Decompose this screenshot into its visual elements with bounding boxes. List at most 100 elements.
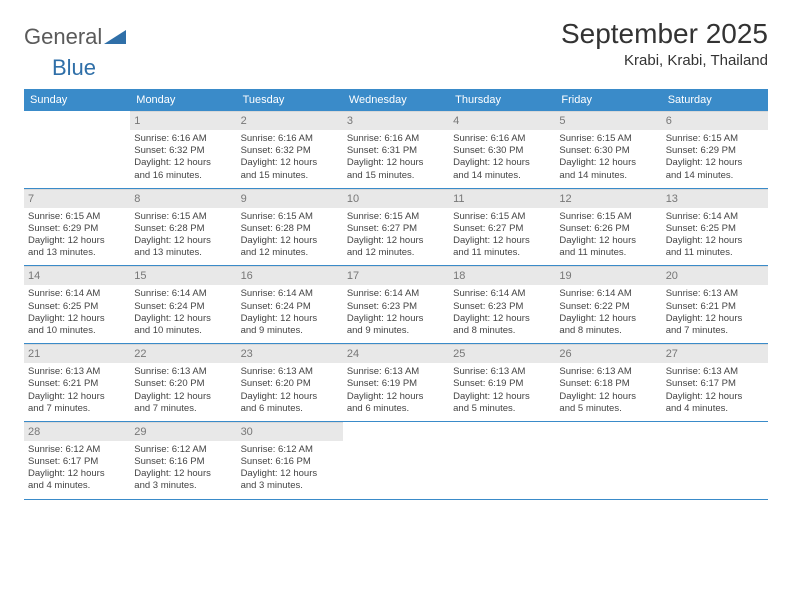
daylight-line2: and 14 minutes.: [453, 170, 551, 182]
day-cell: 13Sunrise: 6:14 AMSunset: 6:25 PMDayligh…: [662, 189, 768, 266]
day-number: 27: [662, 344, 768, 363]
sunset-text: Sunset: 6:32 PM: [134, 145, 232, 157]
sunrise-text: Sunrise: 6:16 AM: [453, 133, 551, 145]
dow-wednesday: Wednesday: [343, 89, 449, 111]
daylight-line2: and 9 minutes.: [241, 325, 339, 337]
day-number: 15: [130, 266, 236, 285]
daylight-line2: and 12 minutes.: [241, 247, 339, 259]
day-number: 16: [237, 266, 343, 285]
location-text: Krabi, Krabi, Thailand: [561, 52, 768, 69]
sunrise-text: Sunrise: 6:15 AM: [559, 211, 657, 223]
sunrise-text: Sunrise: 6:16 AM: [134, 133, 232, 145]
sunrise-text: Sunrise: 6:15 AM: [28, 211, 126, 223]
day-cell: 15Sunrise: 6:14 AMSunset: 6:24 PMDayligh…: [130, 266, 236, 343]
sunset-text: Sunset: 6:31 PM: [347, 145, 445, 157]
sunrise-text: Sunrise: 6:14 AM: [28, 288, 126, 300]
dow-saturday: Saturday: [662, 89, 768, 111]
day-cell: 4Sunrise: 6:16 AMSunset: 6:30 PMDaylight…: [449, 111, 555, 188]
day-cell: 26Sunrise: 6:13 AMSunset: 6:18 PMDayligh…: [555, 344, 661, 421]
daylight-line2: and 6 minutes.: [241, 403, 339, 415]
day-cell: 21Sunrise: 6:13 AMSunset: 6:21 PMDayligh…: [24, 344, 130, 421]
day-cell: 16Sunrise: 6:14 AMSunset: 6:24 PMDayligh…: [237, 266, 343, 343]
day-number: 29: [130, 422, 236, 441]
logo-triangle-icon: [104, 28, 126, 46]
sunrise-text: Sunrise: 6:16 AM: [241, 133, 339, 145]
sunrise-text: Sunrise: 6:14 AM: [666, 211, 764, 223]
sunset-text: Sunset: 6:19 PM: [347, 378, 445, 390]
day-cell: [343, 422, 449, 499]
daylight-line1: Daylight: 12 hours: [241, 157, 339, 169]
sunset-text: Sunset: 6:27 PM: [453, 223, 551, 235]
daylight-line2: and 4 minutes.: [666, 403, 764, 415]
day-number: 26: [555, 344, 661, 363]
sunrise-text: Sunrise: 6:14 AM: [347, 288, 445, 300]
day-cell: 20Sunrise: 6:13 AMSunset: 6:21 PMDayligh…: [662, 266, 768, 343]
sunrise-text: Sunrise: 6:13 AM: [28, 366, 126, 378]
sunrise-text: Sunrise: 6:13 AM: [666, 288, 764, 300]
sunset-text: Sunset: 6:17 PM: [28, 456, 126, 468]
sunset-text: Sunset: 6:16 PM: [241, 456, 339, 468]
sunset-text: Sunset: 6:23 PM: [453, 301, 551, 313]
day-number: 18: [449, 266, 555, 285]
daylight-line1: Daylight: 12 hours: [28, 235, 126, 247]
weeks-container: 1Sunrise: 6:16 AMSunset: 6:32 PMDaylight…: [24, 111, 768, 500]
daylight-line1: Daylight: 12 hours: [347, 391, 445, 403]
daylight-line1: Daylight: 12 hours: [28, 468, 126, 480]
sunset-text: Sunset: 6:24 PM: [134, 301, 232, 313]
sunrise-text: Sunrise: 6:14 AM: [134, 288, 232, 300]
sunrise-text: Sunrise: 6:13 AM: [666, 366, 764, 378]
day-number: 20: [662, 266, 768, 285]
day-number: 17: [343, 266, 449, 285]
day-cell: [449, 422, 555, 499]
day-number: 4: [449, 111, 555, 130]
daylight-line2: and 10 minutes.: [28, 325, 126, 337]
sunset-text: Sunset: 6:16 PM: [134, 456, 232, 468]
sunrise-text: Sunrise: 6:13 AM: [241, 366, 339, 378]
sunrise-text: Sunrise: 6:12 AM: [241, 444, 339, 456]
daylight-line1: Daylight: 12 hours: [134, 391, 232, 403]
day-number: 7: [24, 189, 130, 208]
day-cell: 9Sunrise: 6:15 AMSunset: 6:28 PMDaylight…: [237, 189, 343, 266]
daylight-line2: and 8 minutes.: [559, 325, 657, 337]
daylight-line1: Daylight: 12 hours: [666, 391, 764, 403]
day-cell: [662, 422, 768, 499]
daylight-line2: and 7 minutes.: [666, 325, 764, 337]
sunset-text: Sunset: 6:28 PM: [241, 223, 339, 235]
sunrise-text: Sunrise: 6:14 AM: [559, 288, 657, 300]
day-cell: 30Sunrise: 6:12 AMSunset: 6:16 PMDayligh…: [237, 422, 343, 499]
daylight-line1: Daylight: 12 hours: [559, 235, 657, 247]
sunset-text: Sunset: 6:25 PM: [666, 223, 764, 235]
daylight-line2: and 13 minutes.: [28, 247, 126, 259]
daylight-line2: and 11 minutes.: [666, 247, 764, 259]
day-number: 6: [662, 111, 768, 130]
daylight-line1: Daylight: 12 hours: [453, 235, 551, 247]
daylight-line1: Daylight: 12 hours: [559, 391, 657, 403]
sunrise-text: Sunrise: 6:15 AM: [347, 211, 445, 223]
day-cell: 7Sunrise: 6:15 AMSunset: 6:29 PMDaylight…: [24, 189, 130, 266]
daylight-line2: and 6 minutes.: [347, 403, 445, 415]
day-number: 11: [449, 189, 555, 208]
sunset-text: Sunset: 6:29 PM: [666, 145, 764, 157]
day-cell: 14Sunrise: 6:14 AMSunset: 6:25 PMDayligh…: [24, 266, 130, 343]
dow-thursday: Thursday: [449, 89, 555, 111]
title-block: September 2025 Krabi, Krabi, Thailand: [561, 18, 768, 69]
daylight-line1: Daylight: 12 hours: [28, 391, 126, 403]
sunset-text: Sunset: 6:20 PM: [134, 378, 232, 390]
day-number: 25: [449, 344, 555, 363]
sunset-text: Sunset: 6:19 PM: [453, 378, 551, 390]
day-number: 24: [343, 344, 449, 363]
daylight-line2: and 11 minutes.: [559, 247, 657, 259]
sunrise-text: Sunrise: 6:15 AM: [241, 211, 339, 223]
day-number: 23: [237, 344, 343, 363]
day-cell: 25Sunrise: 6:13 AMSunset: 6:19 PMDayligh…: [449, 344, 555, 421]
daylight-line1: Daylight: 12 hours: [347, 313, 445, 325]
sunrise-text: Sunrise: 6:15 AM: [453, 211, 551, 223]
week-row: 21Sunrise: 6:13 AMSunset: 6:21 PMDayligh…: [24, 344, 768, 422]
day-cell: 8Sunrise: 6:15 AMSunset: 6:28 PMDaylight…: [130, 189, 236, 266]
day-number: 21: [24, 344, 130, 363]
sunrise-text: Sunrise: 6:15 AM: [134, 211, 232, 223]
sunrise-text: Sunrise: 6:13 AM: [347, 366, 445, 378]
daylight-line1: Daylight: 12 hours: [28, 313, 126, 325]
daylight-line1: Daylight: 12 hours: [666, 157, 764, 169]
daylight-line1: Daylight: 12 hours: [559, 157, 657, 169]
